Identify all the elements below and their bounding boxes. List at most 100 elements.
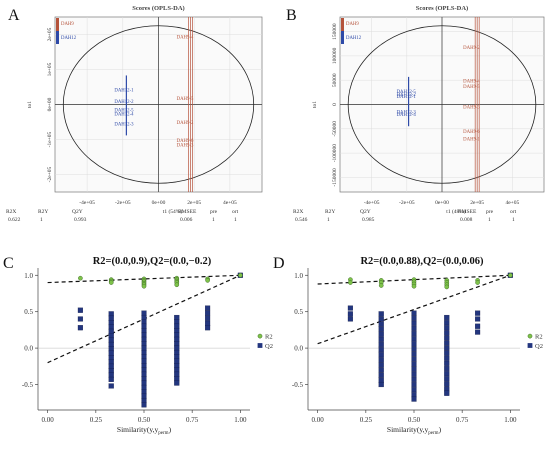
legend-label-dah9: DAH9 xyxy=(61,22,74,27)
legend-q2-label: Q2 xyxy=(535,343,543,350)
stat-value: 0.006 xyxy=(180,217,193,223)
q2-point xyxy=(141,349,147,356)
sample-label: DAH9-5 xyxy=(177,97,194,102)
q2-point xyxy=(141,384,147,390)
q2-point xyxy=(378,331,384,337)
x-tick-label: -2e+05 xyxy=(115,200,131,206)
q2-point xyxy=(444,381,450,387)
q2-point xyxy=(108,359,114,365)
q2-point xyxy=(205,320,211,326)
x-tick-label: -2e+05 xyxy=(399,200,415,206)
y-tick-label: 0.5 xyxy=(24,308,33,316)
q2-point xyxy=(141,341,147,347)
q2-point xyxy=(108,341,114,348)
q2-point xyxy=(444,314,450,321)
q2-point xyxy=(108,315,114,321)
q2-point xyxy=(475,316,481,322)
sample-label: DAH9-2 xyxy=(177,121,194,126)
q2-point xyxy=(411,392,417,398)
x-axis-label: t1 (54%) xyxy=(163,208,183,215)
sample-label: DAH9-6 xyxy=(177,139,194,144)
q2-point xyxy=(444,345,450,351)
y-tick-label: 0e+00 xyxy=(47,97,53,111)
y-tick-label: 50000 xyxy=(332,73,338,87)
r2-point xyxy=(475,280,480,285)
q2-point xyxy=(205,325,211,331)
q2-point xyxy=(174,336,180,342)
q2-point xyxy=(174,314,180,321)
x-tick-label: 0.25 xyxy=(360,416,373,424)
stat-value: 0.622 xyxy=(8,217,21,223)
sample-label: DAH12-4 xyxy=(397,113,417,118)
q2-point xyxy=(347,311,353,317)
x-tick-label: 2e+05 xyxy=(187,200,201,206)
stat-header: R2Y xyxy=(38,209,48,215)
q2-point xyxy=(347,316,353,322)
q2-point xyxy=(411,341,417,347)
q2-point xyxy=(174,358,180,364)
y-tick-label: 150000 xyxy=(332,23,338,40)
y-tick-label: -0.5 xyxy=(292,381,304,389)
q2-point xyxy=(205,310,211,316)
q2-point xyxy=(141,354,147,360)
x-tick-label: 0.50 xyxy=(408,416,421,424)
q2-point xyxy=(378,377,384,383)
y-tick-label: 1e+05 xyxy=(47,62,53,76)
r2-point xyxy=(174,282,180,288)
permutation-plot-D: D R2=(0.0,0.88),Q2=(0.0,0.06)0.00 0.25 0.50… xyxy=(273,255,543,436)
legend-q2-marker xyxy=(527,343,533,348)
q2-point xyxy=(205,305,211,311)
stat-header: ort xyxy=(510,209,517,215)
legend-r2-label: R2 xyxy=(535,334,543,341)
q2-point xyxy=(444,386,450,392)
x-axis-label: t1 (48%) xyxy=(446,208,466,215)
score-plot-B: B Scores (OPLS-DA) -4e+05 -2e+05 0e+00 2e+05 4… xyxy=(286,5,545,223)
x-tick-label: -4e+05 xyxy=(364,200,380,206)
q2-point xyxy=(108,372,114,378)
sample-label: DAH12-3 xyxy=(397,110,417,115)
sample-label: DAH12-5 xyxy=(397,90,417,95)
stat-header: pre xyxy=(210,209,218,215)
stat-header: Q2Y xyxy=(72,209,83,215)
q2-point xyxy=(108,376,114,382)
legend-r2-label: R2 xyxy=(265,334,273,341)
y-tick-label: -100000 xyxy=(332,144,338,163)
hotelling-ellipse xyxy=(62,25,255,184)
q2-point xyxy=(378,341,384,348)
q2-point xyxy=(411,387,417,393)
q2-point xyxy=(378,357,384,363)
q2-point xyxy=(475,329,481,335)
q2-point xyxy=(108,346,114,352)
q2-point xyxy=(444,376,450,382)
q2-point xyxy=(108,333,114,339)
stat-value: 1 xyxy=(512,217,515,223)
q2-point xyxy=(378,326,384,332)
x-tick-label: 0.50 xyxy=(138,416,151,424)
score-plot-A: A Scores (OPLS-DA) -4e+05 -2e+05 0e+00 2e+05 4… xyxy=(6,5,263,223)
y-tick-label: 100000 xyxy=(332,47,338,64)
x-tick-label: 0e+00 xyxy=(435,200,449,206)
q2-point xyxy=(108,320,114,326)
q2-point xyxy=(444,350,450,356)
y-tick-label: -1e+05 xyxy=(47,131,53,147)
q2-point xyxy=(108,383,114,389)
sample-label: DAH12-5 xyxy=(114,108,134,113)
x-tick-label: 0e+00 xyxy=(152,200,166,206)
q2-point xyxy=(378,311,384,317)
stat-value: 1 xyxy=(488,217,491,223)
q2-point xyxy=(444,335,450,341)
stat-value: 1 xyxy=(234,217,237,223)
q2-point xyxy=(444,365,450,372)
panel-label-B: B xyxy=(286,7,297,24)
q2-point xyxy=(378,372,384,378)
q2-point xyxy=(141,402,147,408)
stat-header: R2Y xyxy=(325,209,335,215)
q2-point xyxy=(411,320,417,326)
q2-point xyxy=(141,336,147,342)
r2-point xyxy=(108,280,114,285)
q2-point xyxy=(444,330,450,336)
q2-point xyxy=(141,319,147,325)
sample-label: DAH9-5 xyxy=(463,85,480,90)
sample-label: DAH12-4 xyxy=(114,113,134,118)
